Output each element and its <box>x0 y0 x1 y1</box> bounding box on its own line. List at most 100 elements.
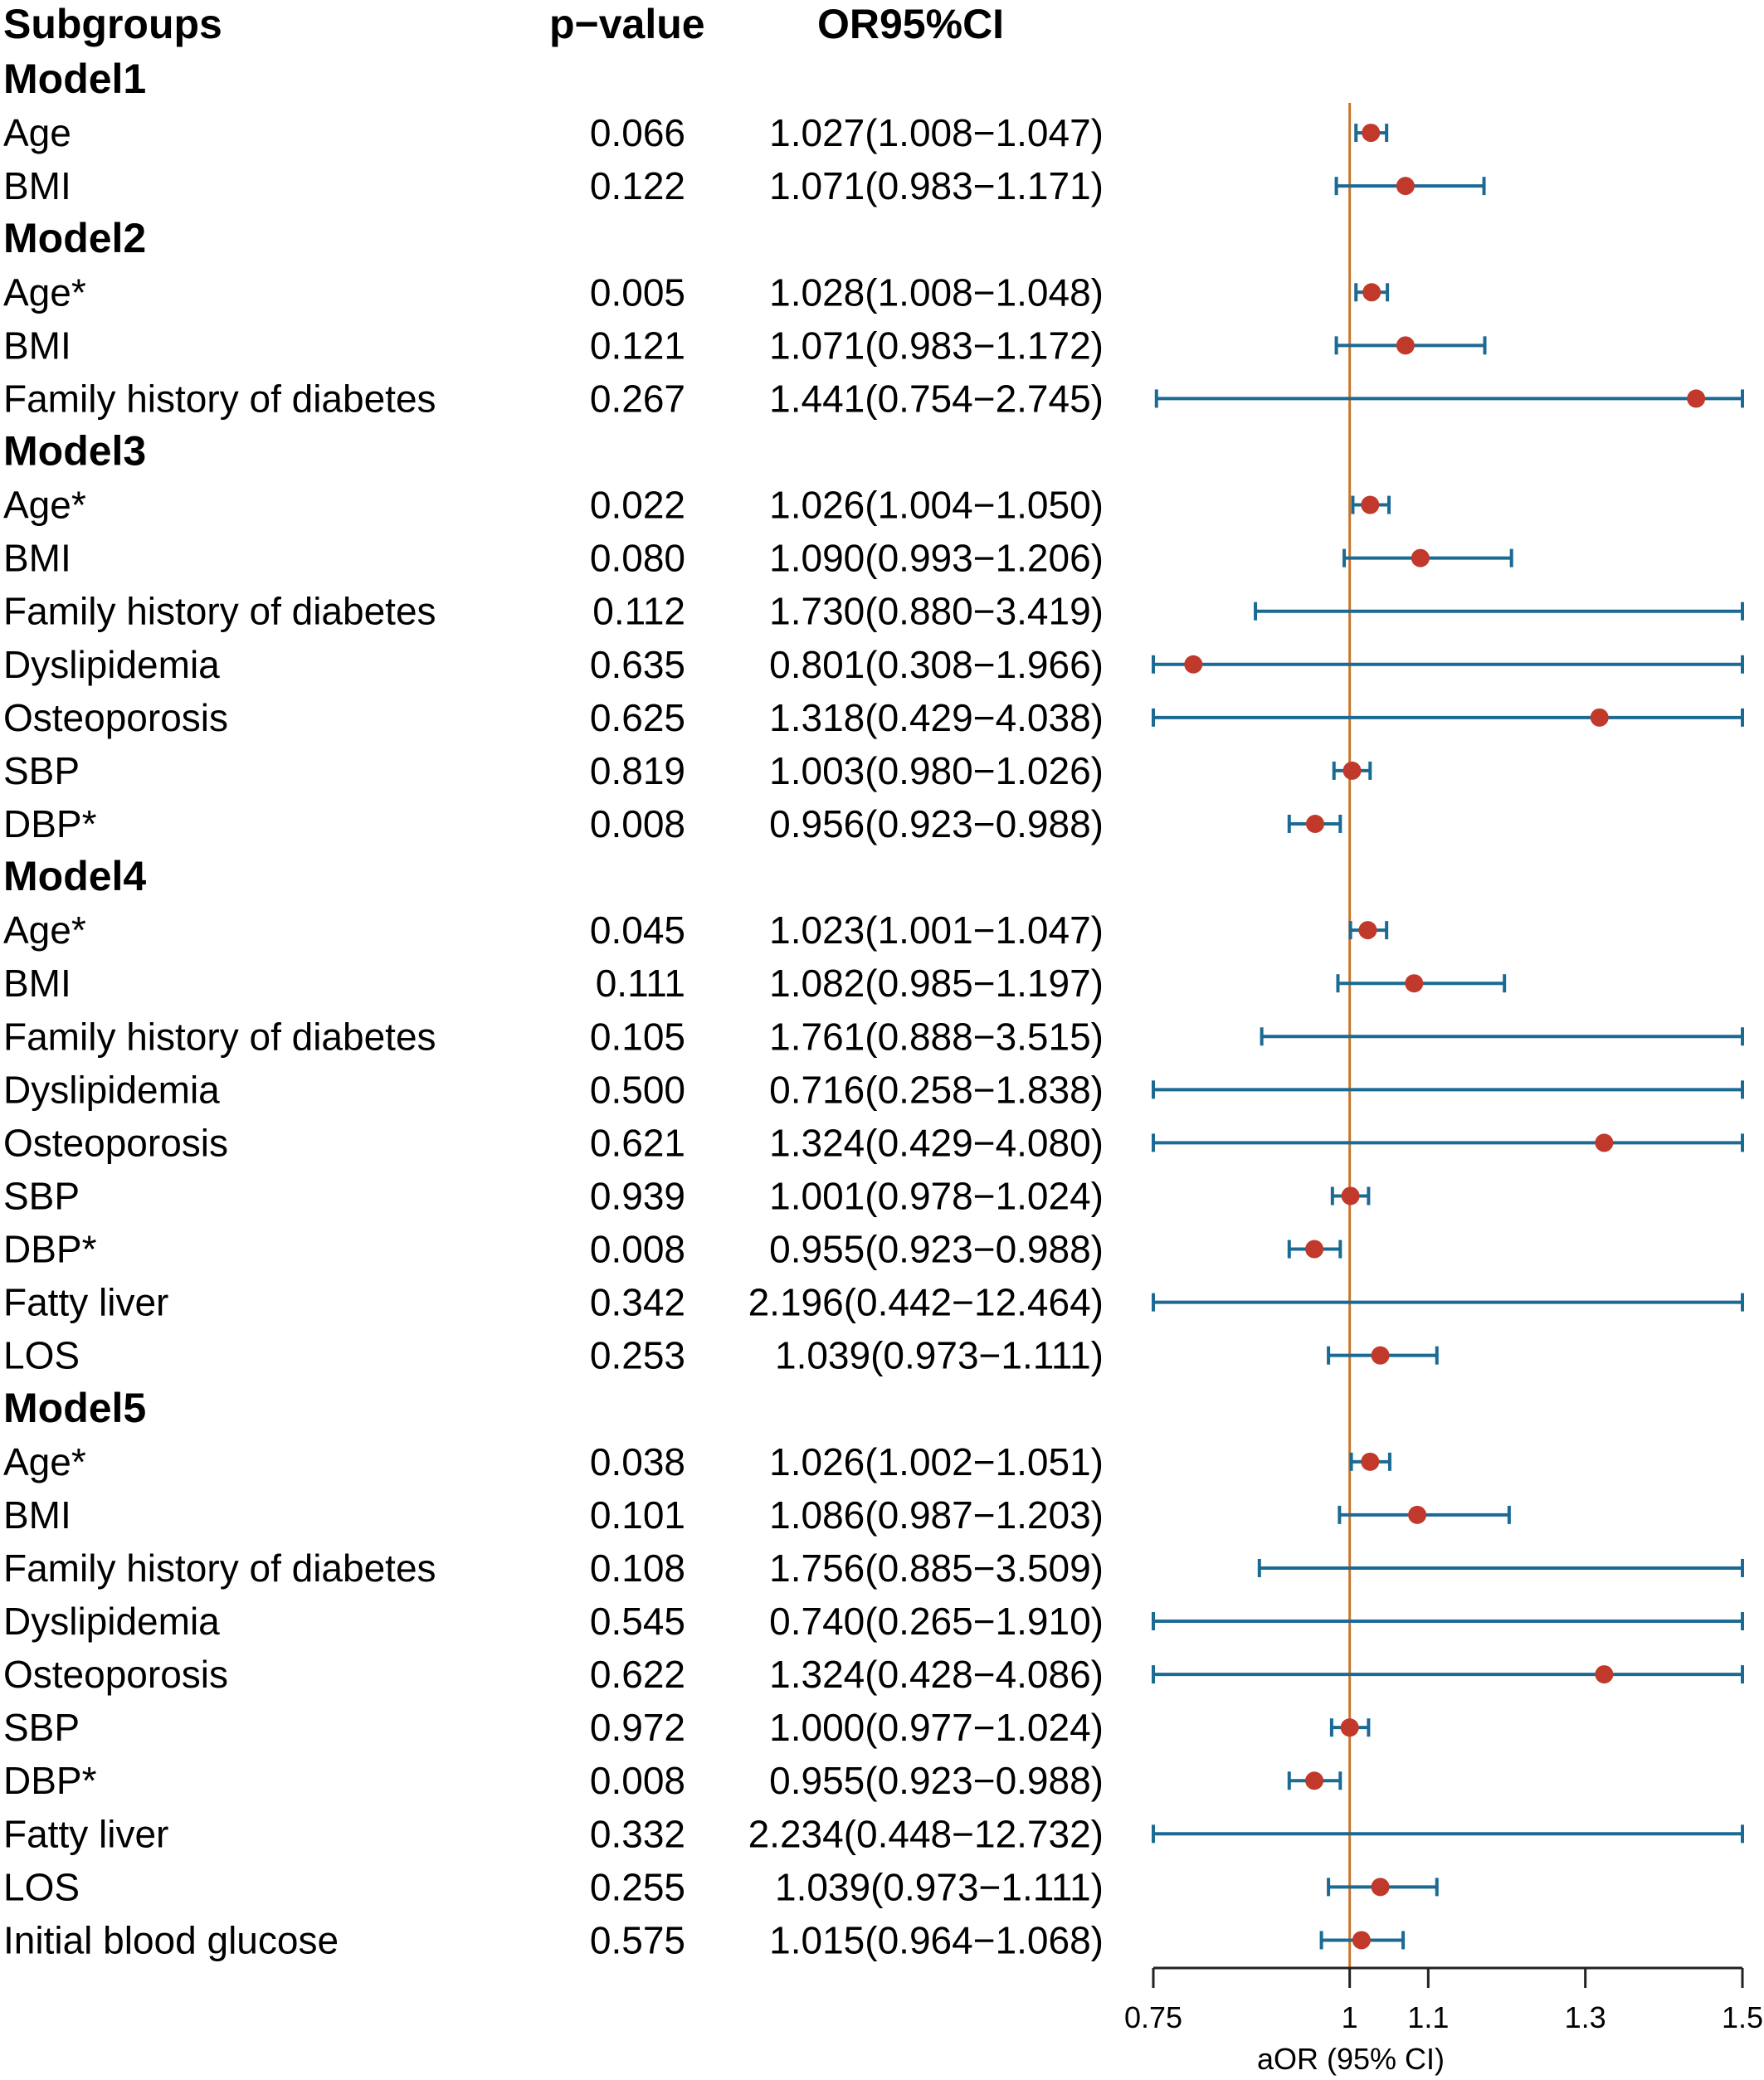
row-label: Fatty liver <box>3 1812 168 1855</box>
row-label: Family history of diabetes <box>3 377 436 420</box>
group-label: Model5 <box>3 1385 146 1431</box>
row-or-ci: 0.955(0.923−0.988) <box>769 1228 1104 1271</box>
row-or-ci: 1.015(0.964−1.068) <box>769 1918 1104 1961</box>
row-p-value: 0.819 <box>590 749 685 792</box>
or-point <box>1361 1452 1380 1471</box>
row-or-ci: 1.026(1.002−1.051) <box>769 1440 1104 1483</box>
row-or-ci: 0.740(0.265−1.910) <box>769 1600 1104 1643</box>
row-p-value: 0.939 <box>590 1174 685 1217</box>
row-p-value: 0.635 <box>590 643 685 686</box>
row-label: SBP <box>3 1706 80 1749</box>
row-label: Osteoporosis <box>3 1653 228 1696</box>
header-p-value: p−value <box>549 1 705 47</box>
row-p-value: 0.500 <box>590 1068 685 1111</box>
row-p-value: 0.112 <box>592 590 685 633</box>
row-or-ci: 1.318(0.429−4.038) <box>769 696 1104 739</box>
or-point <box>1362 283 1381 302</box>
or-point <box>1352 1931 1371 1950</box>
row-or-ci: 1.324(0.429−4.080) <box>769 1121 1104 1164</box>
row-label: Dyslipidemia <box>3 643 220 686</box>
row-label: Fatty liver <box>3 1281 168 1324</box>
row-p-value: 0.332 <box>590 1812 685 1855</box>
row-label: Age* <box>3 484 86 527</box>
x-axis-label: aOR (95% CI) <box>1257 2042 1445 2076</box>
group-label: Model4 <box>3 853 146 899</box>
row-p-value: 0.545 <box>590 1600 685 1643</box>
row-p-value: 0.045 <box>590 908 685 952</box>
row-label: Initial blood glucose <box>3 1918 339 1961</box>
row-p-value: 0.255 <box>590 1865 685 1908</box>
row-label: DBP* <box>3 1228 97 1271</box>
row-p-value: 0.575 <box>590 1918 685 1961</box>
or-point <box>1342 761 1362 780</box>
or-point <box>1306 814 1325 833</box>
row-label: SBP <box>3 749 80 792</box>
row-or-ci: 1.028(1.008−1.048) <box>769 270 1104 314</box>
row-or-ci: 1.090(0.993−1.206) <box>769 537 1104 580</box>
row-or-ci: 1.082(0.985−1.197) <box>769 962 1104 1005</box>
or-point <box>1595 1665 1614 1684</box>
row-label: Age* <box>3 270 86 314</box>
row-p-value: 0.105 <box>590 1015 685 1058</box>
row-or-ci: 1.756(0.885−3.509) <box>769 1547 1104 1590</box>
or-point <box>1396 177 1415 196</box>
header-or-ci: OR95%CI <box>817 1 1004 47</box>
row-label: BMI <box>3 962 71 1005</box>
or-point <box>1411 548 1430 567</box>
column-headers: Subgroups p−value OR95%CI <box>3 1 1004 47</box>
or-point <box>1341 1186 1360 1206</box>
row-p-value: 0.108 <box>590 1547 685 1590</box>
row-p-value: 0.038 <box>590 1440 685 1483</box>
row-p-value: 0.022 <box>590 484 685 527</box>
group-label: Model1 <box>3 56 146 102</box>
row-p-value: 0.621 <box>590 1121 685 1164</box>
row-label: LOS <box>3 1334 80 1377</box>
plot-area <box>1152 103 1744 1968</box>
table-rows: Model1 Age 0.066 1.027(1.008−1.047) BMI 0.122… <box>3 56 1104 1961</box>
row-p-value: 0.342 <box>590 1281 685 1324</box>
row-or-ci: 1.023(1.001−1.047) <box>769 908 1104 952</box>
row-or-ci: 1.730(0.880−3.419) <box>769 590 1104 633</box>
row-label: Osteoporosis <box>3 1121 228 1164</box>
row-label: DBP* <box>3 802 97 845</box>
or-point <box>1595 1133 1614 1152</box>
row-label: Dyslipidemia <box>3 1068 220 1111</box>
row-or-ci: 1.039(0.973−1.111) <box>775 1334 1104 1377</box>
row-label: Family history of diabetes <box>3 590 436 633</box>
x-axis-tick-label: 1.3 <box>1565 2000 1606 2034</box>
row-p-value: 0.625 <box>590 696 685 739</box>
row-or-ci: 0.801(0.308−1.966) <box>769 643 1104 686</box>
row-p-value: 0.253 <box>590 1334 685 1377</box>
row-p-value: 0.066 <box>590 111 685 154</box>
or-point <box>1396 336 1415 355</box>
row-or-ci: 1.071(0.983−1.172) <box>769 324 1104 367</box>
row-p-value: 0.121 <box>590 324 685 367</box>
x-axis-tick-label: 0.75 <box>1124 2000 1182 2034</box>
row-or-ci: 1.026(1.004−1.050) <box>769 484 1104 527</box>
row-label: BMI <box>3 537 71 580</box>
row-p-value: 0.008 <box>590 1228 685 1271</box>
row-label: Age* <box>3 1440 86 1483</box>
row-or-ci: 1.001(0.978−1.024) <box>769 1174 1104 1217</box>
row-p-value: 0.267 <box>590 377 685 420</box>
row-or-ci: 1.086(0.987−1.203) <box>769 1493 1104 1537</box>
row-label: Dyslipidemia <box>3 1600 220 1643</box>
row-label: DBP* <box>3 1759 97 1802</box>
row-or-ci: 1.761(0.888−3.515) <box>769 1015 1104 1058</box>
row-label: BMI <box>3 164 71 207</box>
or-point <box>1405 974 1424 993</box>
row-p-value: 0.122 <box>590 164 685 207</box>
row-label: Osteoporosis <box>3 696 228 739</box>
row-or-ci: 1.324(0.428−4.086) <box>769 1653 1104 1696</box>
row-label: SBP <box>3 1174 80 1217</box>
or-point <box>1590 708 1609 727</box>
row-or-ci: 1.027(1.008−1.047) <box>769 111 1104 154</box>
row-p-value: 0.008 <box>590 802 685 845</box>
or-point <box>1362 124 1381 143</box>
row-p-value: 0.008 <box>590 1759 685 1802</box>
row-label: Family history of diabetes <box>3 1015 436 1058</box>
row-or-ci: 1.441(0.754−2.745) <box>769 377 1104 420</box>
or-point <box>1687 389 1706 408</box>
row-or-ci: 0.955(0.923−0.988) <box>769 1759 1104 1802</box>
or-point <box>1305 1771 1324 1790</box>
